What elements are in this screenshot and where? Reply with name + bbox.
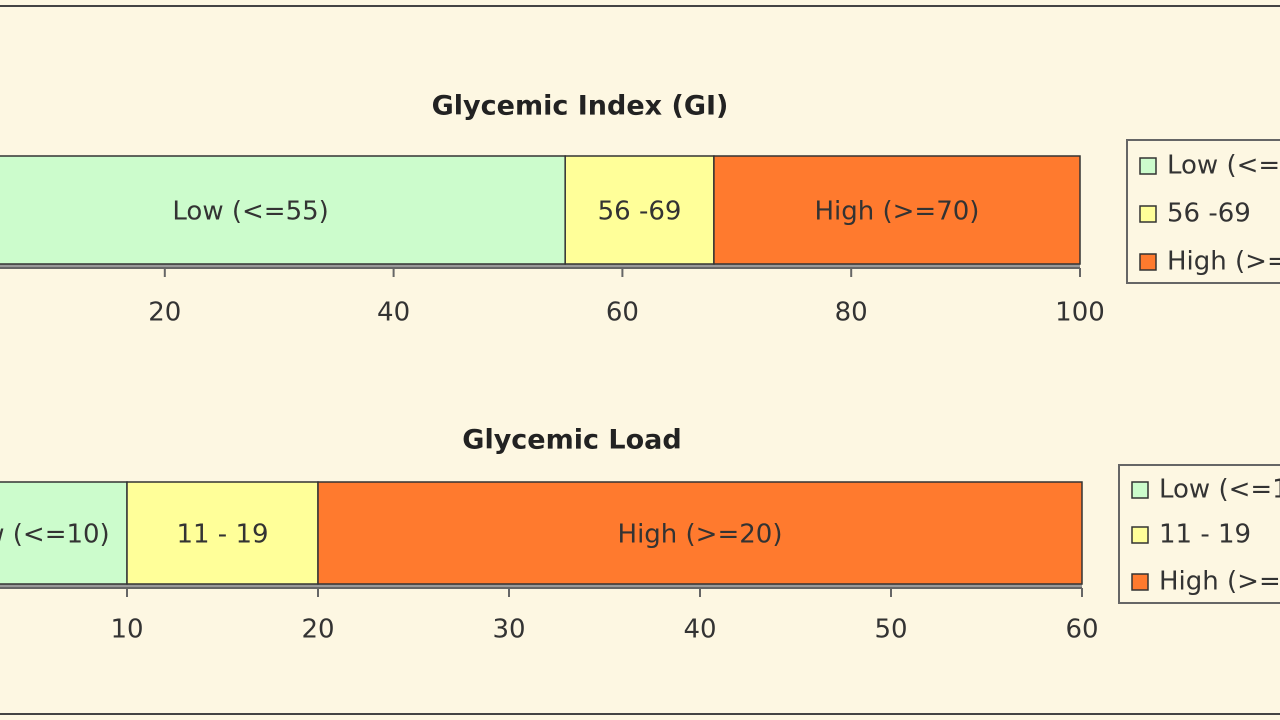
x-tick-label: 60 (606, 298, 639, 328)
legend-entry: 56 -69 (1167, 199, 1251, 229)
legend-swatch (1139, 205, 1157, 223)
bar-segment (317, 481, 1083, 585)
legend-entry: Low (<=55) (1167, 151, 1280, 181)
x-tick-label: 80 (835, 298, 868, 328)
segment-label: Low (<=10) (0, 520, 110, 550)
bar-shadow (0, 584, 1082, 588)
legend-entry: 11 - 19 (1159, 520, 1251, 550)
bar-segment (564, 155, 715, 265)
legend-entry: Low (<=10) (1159, 475, 1280, 505)
chart-title: Glycemic Load (462, 425, 681, 456)
x-tick-label: 10 (110, 615, 143, 645)
legend-entry: High (>=70) (1167, 247, 1280, 277)
x-tick-label: 50 (874, 615, 907, 645)
x-tick-label: 30 (492, 615, 525, 645)
segment-label: Low (<=55) (172, 197, 328, 227)
bar-shadow (0, 264, 1080, 268)
legend-swatch (1131, 481, 1149, 499)
legend-swatch (1139, 157, 1157, 175)
x-tick-label: 20 (301, 615, 334, 645)
x-tick-label: 20 (148, 298, 181, 328)
legend-swatch (1139, 253, 1157, 271)
x-tick-label: 100 (1055, 298, 1105, 328)
bar-segment (126, 481, 319, 585)
legend-swatch (1131, 573, 1149, 591)
segment-label: 56 -69 (598, 197, 682, 227)
legend-entry: High (>=20) (1159, 567, 1280, 597)
segment-label: High (>=20) (618, 520, 783, 550)
legend-swatch (1131, 526, 1149, 544)
x-tick-label: 40 (377, 298, 410, 328)
chart-title: Glycemic Index (GI) (432, 91, 729, 122)
x-tick-label: 40 (683, 615, 716, 645)
bar-segment (713, 155, 1081, 265)
bar-segment (0, 155, 566, 265)
segment-label: High (>=70) (814, 197, 979, 227)
bar-segment (0, 481, 128, 585)
segment-label: 11 - 19 (176, 520, 268, 550)
x-tick-label: 60 (1065, 615, 1098, 645)
